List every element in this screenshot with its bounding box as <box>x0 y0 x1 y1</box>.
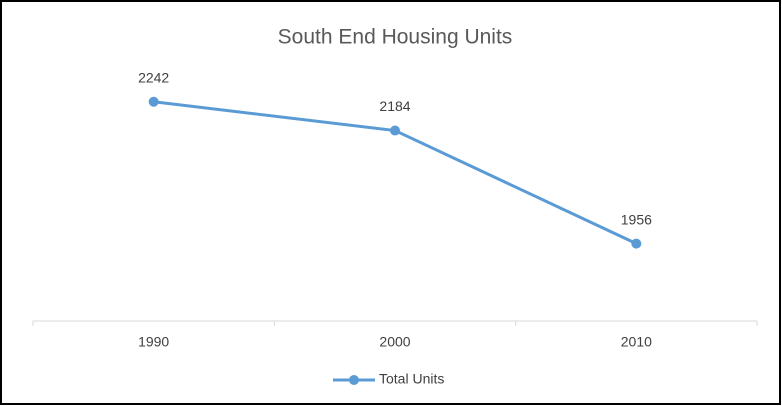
legend-marker <box>349 375 359 385</box>
legend-label: Total Units <box>379 371 444 387</box>
data-point <box>148 96 159 107</box>
chart-title: South End Housing Units <box>278 26 513 49</box>
data-point <box>631 238 642 249</box>
data-label: 1956 <box>621 211 652 227</box>
data-point <box>390 125 400 136</box>
data-label: 2242 <box>138 69 169 85</box>
x-tick-label: 1990 <box>138 334 169 350</box>
data-label: 2184 <box>379 98 410 114</box>
x-tick-label: 2000 <box>379 334 410 350</box>
x-tick-label: 2010 <box>621 334 652 350</box>
